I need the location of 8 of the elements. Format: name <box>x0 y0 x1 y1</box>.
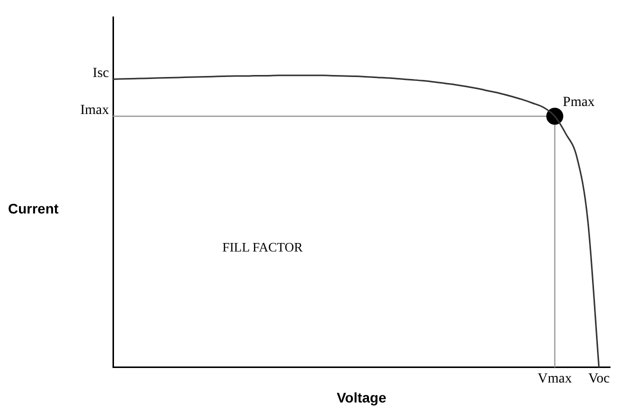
x-tick-label: Vmax <box>538 371 572 386</box>
x-tick-label: Voc <box>588 371 610 386</box>
text: Isc <box>92 66 109 81</box>
y-axis-title: Current <box>8 200 59 217</box>
x-axis-title: Voltage <box>336 389 386 406</box>
series-label: Pmax <box>562 94 595 110</box>
ref-line-label: Imax <box>80 102 109 118</box>
annotation: FILL FACTOR <box>222 240 303 255</box>
